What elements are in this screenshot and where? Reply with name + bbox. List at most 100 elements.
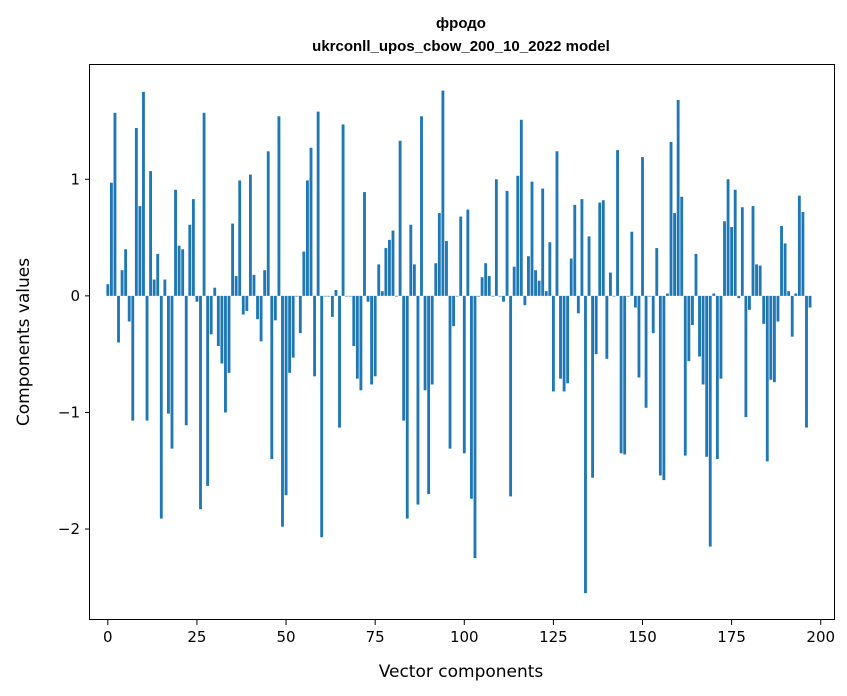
bar-91 [430,295,434,385]
bar-39 [245,295,249,312]
bar-138 [598,202,602,296]
bar-119 [530,181,534,296]
bar-126 [555,151,559,296]
bar-191 [787,291,791,296]
bar-2 [113,112,117,296]
bar-123 [544,291,548,296]
bar-139 [601,200,605,296]
y-tick-label--2: −2 [58,520,80,538]
bar-47 [273,295,277,321]
x-tick-label-175: 175 [717,628,746,646]
bar-11 [145,295,149,421]
bar-145 [623,295,627,455]
bar-10 [142,91,145,296]
bar-59 [316,111,320,296]
x-tick-label-25: 25 [187,628,206,646]
bar-20 [177,245,181,296]
bar-23 [188,224,192,296]
bar-141 [609,272,612,296]
bar-54 [298,295,302,334]
bar-132 [576,295,580,314]
bar-30 [213,287,217,296]
bar-98 [455,295,459,297]
bar-40 [248,174,252,296]
bar-49 [281,295,284,527]
bar-18 [170,295,174,449]
bars-group [106,90,812,594]
x-tick-label-150: 150 [628,628,657,646]
bar-14 [156,253,160,296]
bar-66 [341,124,345,296]
bar-165 [694,253,698,296]
bar-114 [512,266,516,296]
bar-136 [591,295,595,478]
bar-172 [719,295,723,379]
bar-61 [323,295,327,297]
bar-135 [587,236,591,296]
bar-94 [441,90,445,296]
bar-104 [477,295,480,297]
bar-90 [427,295,431,495]
bar-171 [715,295,719,460]
bar-62 [327,295,331,297]
bar-41 [252,274,256,296]
bar-118 [527,256,530,296]
bar-95 [445,241,448,296]
bar-140 [605,295,609,359]
x-axis-ticks: 0 25 50 75 100 125 150 175 200 [103,620,835,646]
bar-193 [794,293,798,296]
bar-109 [494,179,498,296]
bar-29 [209,295,213,335]
x-axis-label: Vector components [379,662,544,682]
bar-154 [655,248,659,296]
bar-158 [669,141,673,296]
bar-134 [584,295,587,594]
bar-192 [790,295,794,337]
bar-101 [466,209,470,296]
bar-133 [580,199,584,296]
bar-110 [498,295,502,297]
bar-169 [708,295,712,547]
bar-151 [644,295,648,408]
bar-4 [120,270,124,296]
bar-124 [548,242,552,296]
y-tick-label-0: 0 [70,287,80,305]
bar-63 [330,295,334,317]
bar-3 [117,295,120,343]
bar-51 [288,295,292,373]
bar-178 [740,207,744,296]
bar-184 [762,295,766,324]
bar-44 [263,270,267,296]
bar-31 [216,295,220,346]
bar-163 [687,295,691,362]
bar-35 [231,223,235,296]
bar-73 [366,295,370,302]
bar-162 [683,295,687,456]
bar-146 [626,295,630,297]
bar-129 [566,295,570,384]
bar-105 [480,277,484,296]
bar-48 [277,116,281,296]
bar-83 [402,295,406,421]
bar-164 [690,295,694,326]
bar-167 [701,295,705,385]
bar-159 [673,213,677,296]
bar-22 [184,295,188,426]
bar-93 [437,213,441,296]
bar-42 [256,295,259,320]
bar-46 [270,295,274,460]
bar-0 [106,284,110,296]
bar-81 [395,295,398,297]
bar-143 [616,150,619,296]
bar-89 [423,295,427,391]
bar-77 [380,291,384,296]
bar-55 [302,251,306,296]
bar-137 [594,295,598,355]
bar-155 [658,295,662,476]
bar-111 [502,295,505,302]
bar-168 [705,295,709,457]
y-axis-ticks: −2 −1 0 1 [58,170,90,538]
bar-102 [469,295,473,499]
plot-frame [89,64,835,620]
bar-25 [195,295,199,302]
